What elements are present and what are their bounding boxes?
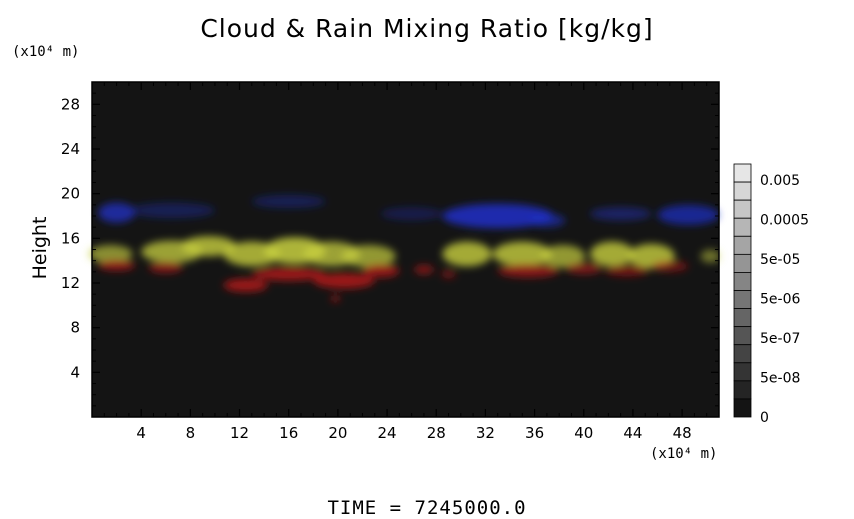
colorbar-label: 5e-06 (760, 292, 800, 308)
mixing-ratio-blob (148, 261, 183, 273)
mixing-ratio-blob (251, 267, 326, 281)
colorbar-label: 0.0005 (760, 213, 809, 229)
x-tick-label: 48 (673, 424, 692, 442)
colorbar-label: 0.005 (760, 173, 800, 189)
colorbar-cell (733, 163, 752, 183)
colorbar-label: 0 (760, 410, 769, 426)
x-tick-label: 24 (378, 424, 397, 442)
colorbar-cell (733, 326, 752, 346)
mixing-ratio-blob (313, 272, 375, 289)
mixing-ratio-blob (589, 241, 635, 267)
colorbar-cell (733, 308, 752, 328)
cloud-field (88, 194, 721, 302)
y-tick-label: 4 (70, 363, 80, 381)
y-tick-label: 16 (61, 229, 80, 247)
x-tick-label: 16 (279, 424, 298, 442)
x-tick-label: 44 (623, 424, 642, 442)
mixing-ratio-blob (98, 202, 136, 223)
x-tick-label: 20 (328, 424, 347, 442)
colorbar-cell (733, 272, 752, 291)
x-tick-label: 12 (230, 424, 249, 442)
mixing-ratio-blob (565, 262, 603, 275)
x-tick-label: 28 (427, 424, 446, 442)
x-tick-label: 4 (136, 424, 146, 442)
y-tick-label: 28 (61, 95, 80, 113)
mixing-ratio-blob (651, 260, 689, 272)
mixing-ratio-blob (441, 269, 456, 279)
mixing-ratio-blob (414, 265, 434, 275)
mixing-ratio-blob (380, 207, 443, 221)
mixing-ratio-blob (223, 278, 268, 292)
mixing-ratio-blob (181, 236, 236, 257)
y-axis-unit: (x10⁴ m) (12, 44, 80, 60)
mixing-ratio-blob (657, 204, 719, 225)
mixing-ratio-blob (604, 265, 649, 277)
colorbar-cell (733, 290, 752, 309)
mixing-ratio-blob (442, 241, 492, 267)
colorbar-cell (733, 362, 752, 382)
mixing-ratio-blob (362, 264, 400, 278)
x-axis-unit: (x10⁴ m) (650, 446, 718, 462)
mixing-ratio-blob (700, 249, 721, 263)
mixing-ratio-blob (341, 245, 396, 268)
colorbar-cell (733, 380, 752, 400)
colorbar-cell (733, 398, 752, 418)
x-tick-label: 36 (525, 424, 544, 442)
mixing-ratio-blob (528, 213, 566, 228)
mixing-ratio-blob (98, 259, 136, 271)
colorbar-cell (733, 199, 752, 219)
colorbar-cell (733, 253, 752, 273)
mixing-ratio-blob (88, 245, 133, 263)
y-tick-label: 24 (61, 140, 80, 158)
colorbar-cell (733, 344, 752, 364)
colorbar-label: 5e-07 (760, 331, 800, 347)
colorbar-label: 5e-08 (760, 371, 800, 387)
colorbar: 0.005 0.0005 5e-05 5e-06 5e-07 5e-08 0 (733, 163, 809, 426)
y-tick-label: 12 (61, 274, 80, 292)
mixing-ratio-blob (128, 202, 215, 219)
mixing-ratio-blob (589, 207, 652, 221)
x-tick-label: 32 (476, 424, 495, 442)
x-tick-label: 8 (186, 424, 196, 442)
chart-title: Cloud & Rain Mixing Ratio [kg/kg] (200, 14, 654, 43)
y-tick-label: 8 (70, 319, 80, 337)
mixing-ratio-blob (497, 264, 560, 278)
mixing-ratio-blob (330, 295, 341, 302)
mixing-ratio-blob (540, 245, 585, 268)
time-label: TIME = 7245000.0 (327, 497, 527, 519)
colorbar-cell (733, 181, 752, 201)
mixing-ratio-blob (442, 203, 554, 229)
mixing-ratio-blob (492, 241, 552, 267)
colorbar-cell (733, 235, 752, 255)
y-tick-label: 20 (61, 185, 80, 203)
colorbar-cell (733, 217, 752, 237)
colorbar-label: 5e-05 (760, 252, 800, 268)
x-tick-label: 40 (574, 424, 593, 442)
mixing-ratio-blob (251, 194, 326, 209)
